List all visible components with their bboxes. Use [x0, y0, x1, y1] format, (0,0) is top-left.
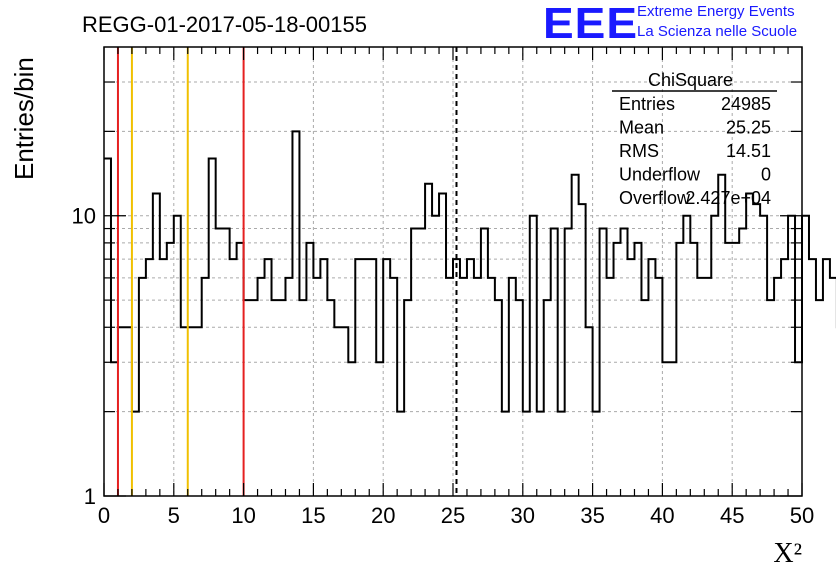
stats-value: 25.25 — [726, 118, 771, 138]
x-tick-label: 30 — [511, 503, 535, 528]
stats-label: Mean — [619, 118, 664, 138]
stats-label: Entries — [619, 94, 675, 114]
logo-line-1: Extreme Energy Events — [637, 3, 795, 20]
x-axis-label: X² — [773, 538, 802, 569]
logo-line-2: La Scienza nelle Scuole — [637, 23, 798, 40]
eee-logo: EEE — [543, 0, 639, 48]
stats-value: 14.51 — [726, 141, 771, 161]
y-axis-label: Entries/bin — [9, 57, 39, 180]
stats-box: ChiSquare Entries 24985 Mean 25.25 RMS 14.51 Un… — [612, 70, 777, 208]
y-tick-label: 1 — [84, 484, 96, 509]
x-tick-label: 25 — [441, 503, 465, 528]
x-tick-label: 45 — [720, 503, 744, 528]
x-tick-label: 40 — [650, 503, 674, 528]
histogram-layer — [104, 130, 836, 413]
stats-value: 0 — [761, 165, 771, 185]
chart-title: REGG-01-2017-05-18-00155 — [82, 12, 367, 37]
ticks-layer: 0 5 10 15 20 25 30 35 40 45 50 1 10 — [72, 47, 814, 528]
x-tick-label: 5 — [168, 503, 180, 528]
stats-label: RMS — [619, 141, 659, 161]
x-tick-label: 15 — [301, 503, 325, 528]
x-tick-label: 10 — [231, 503, 255, 528]
stats-label: Overflow — [619, 188, 691, 208]
stats-value: 2.427e+04 — [685, 188, 771, 208]
x-tick-label: 50 — [790, 503, 814, 528]
y-tick-label: 10 — [72, 204, 96, 229]
x-tick-label: 35 — [580, 503, 604, 528]
x-tick-label: 20 — [371, 503, 395, 528]
stats-title: ChiSquare — [648, 70, 733, 90]
stats-value: 24985 — [721, 94, 771, 114]
stats-label: Underflow — [619, 165, 701, 185]
x-tick-label: 0 — [98, 503, 110, 528]
marker-lines-layer — [116, 47, 458, 496]
histogram-series — [104, 130, 836, 413]
